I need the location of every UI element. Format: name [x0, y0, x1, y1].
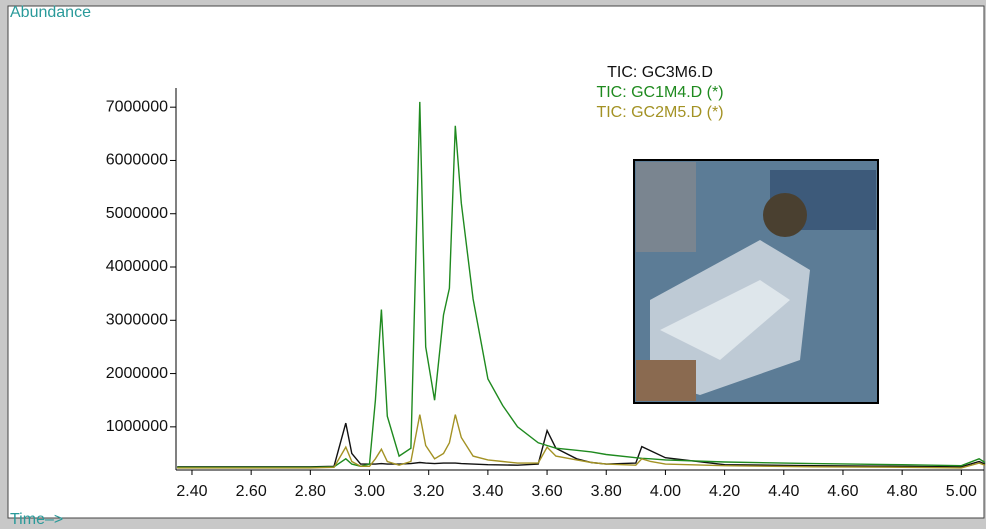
y-tick-label: 2000000 — [106, 365, 168, 382]
x-tick-label: 2.80 — [295, 483, 326, 500]
x-tick-label: 2.40 — [176, 483, 207, 500]
inset-photo — [633, 159, 879, 404]
x-tick-label: 2.60 — [236, 483, 267, 500]
y-axis-title: Abundance — [10, 4, 91, 21]
x-axis-title: Time–> — [10, 511, 63, 528]
legend-entry: TIC: GC1M4.D (*) — [596, 84, 723, 101]
x-tick-label: 4.40 — [768, 483, 799, 500]
x-tick-label: 3.20 — [413, 483, 444, 500]
x-tick-label: 4.00 — [650, 483, 681, 500]
x-tick-label: 4.20 — [709, 483, 740, 500]
x-tick-label: 3.60 — [531, 483, 562, 500]
y-tick-label: 6000000 — [106, 152, 168, 169]
x-tick-label: 3.00 — [354, 483, 385, 500]
x-tick-label: 5.00 — [946, 483, 977, 500]
x-tick-label: 3.80 — [591, 483, 622, 500]
y-tick-label: 5000000 — [106, 205, 168, 222]
legend-entry: TIC: GC3M6.D — [607, 64, 713, 81]
x-tick-label: 3.40 — [472, 483, 503, 500]
y-tick-label: 3000000 — [106, 312, 168, 329]
legend-entry: TIC: GC2M5.D (*) — [596, 104, 723, 121]
y-tick-label: 4000000 — [106, 258, 168, 275]
series-line — [177, 414, 986, 469]
y-tick-label: 1000000 — [106, 418, 168, 435]
series-line — [177, 101, 986, 468]
x-tick-label: 4.80 — [887, 483, 918, 500]
x-tick-label: 4.60 — [827, 483, 858, 500]
y-tick-label: 7000000 — [106, 98, 168, 115]
